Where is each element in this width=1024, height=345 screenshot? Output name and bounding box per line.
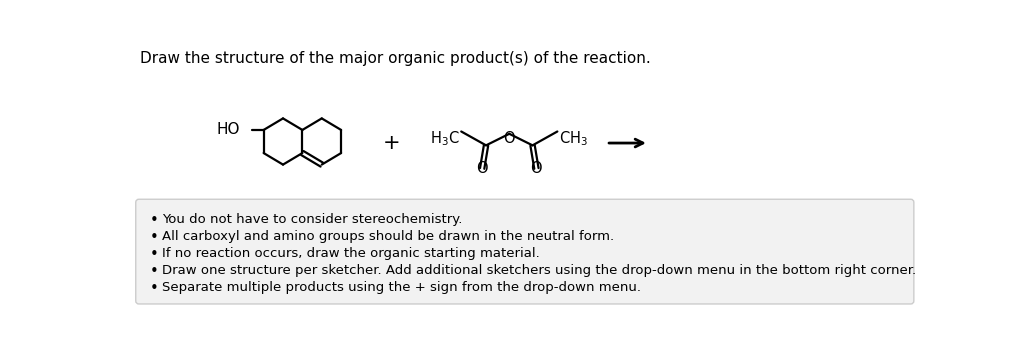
Text: •: • bbox=[150, 264, 159, 279]
Text: O: O bbox=[504, 131, 515, 146]
Text: Separate multiple products using the + sign from the drop-down menu.: Separate multiple products using the + s… bbox=[162, 281, 641, 294]
Text: HO: HO bbox=[217, 122, 241, 137]
Text: •: • bbox=[150, 247, 159, 262]
FancyBboxPatch shape bbox=[136, 199, 913, 304]
Text: All carboxyl and amino groups should be drawn in the neutral form.: All carboxyl and amino groups should be … bbox=[162, 230, 614, 243]
Text: •: • bbox=[150, 213, 159, 228]
Text: •: • bbox=[150, 230, 159, 245]
Text: Draw the structure of the major organic product(s) of the reaction.: Draw the structure of the major organic … bbox=[139, 51, 650, 66]
Text: +: + bbox=[383, 133, 400, 153]
Text: H$_3$C: H$_3$C bbox=[430, 129, 460, 148]
Text: You do not have to consider stereochemistry.: You do not have to consider stereochemis… bbox=[162, 213, 463, 226]
Text: O: O bbox=[530, 161, 543, 176]
Text: Draw one structure per sketcher. Add additional sketchers using the drop-down me: Draw one structure per sketcher. Add add… bbox=[162, 264, 916, 277]
Text: CH$_3$: CH$_3$ bbox=[559, 129, 588, 148]
Text: •: • bbox=[150, 281, 159, 296]
Text: O: O bbox=[476, 161, 488, 176]
Text: If no reaction occurs, draw the organic starting material.: If no reaction occurs, draw the organic … bbox=[162, 247, 540, 260]
